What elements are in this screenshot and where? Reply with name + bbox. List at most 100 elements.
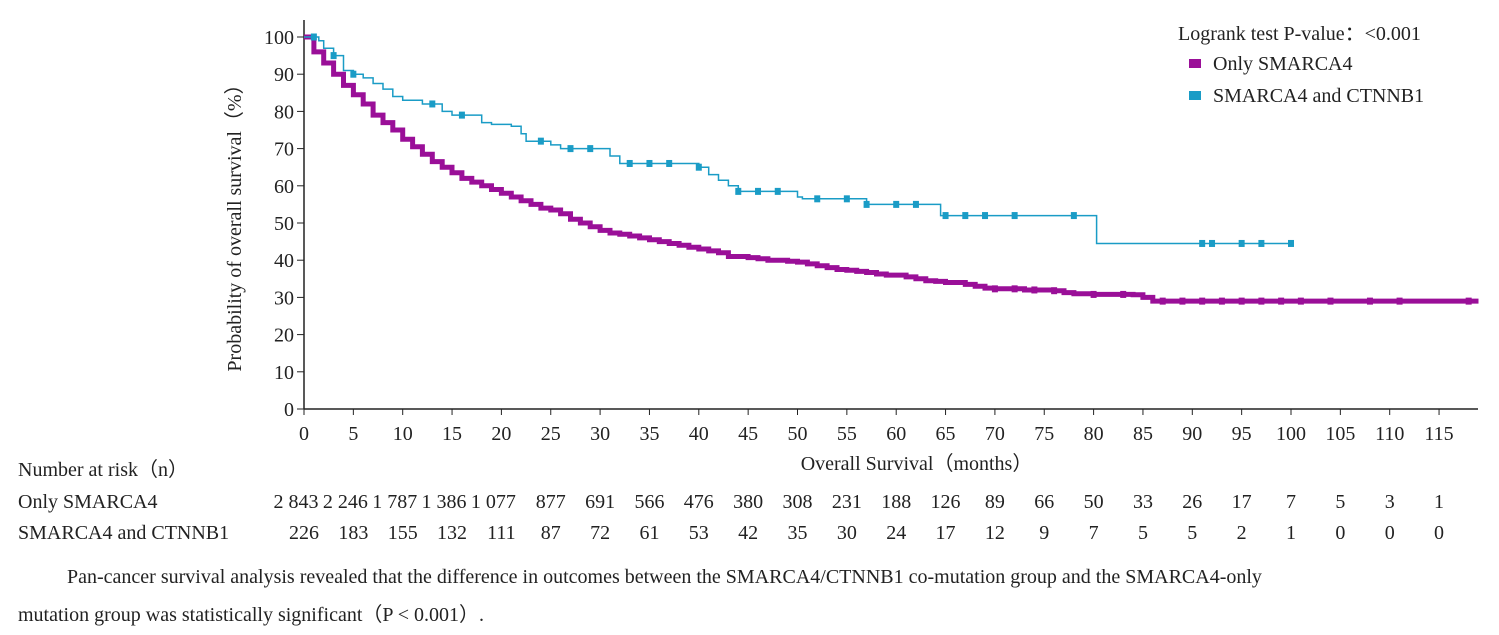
at-risk-value: 2 [1237,522,1247,544]
y-tick-label: 20 [274,325,294,347]
censor-mark [1327,297,1334,305]
censor-mark [1199,239,1206,247]
at-risk-value: 3 [1385,491,1395,513]
x-tick-label: 40 [689,423,709,445]
at-risk-value: 308 [783,491,813,513]
censor-mark [893,200,900,208]
at-risk-value: 155 [388,522,418,544]
at-risk-value: 26 [1182,491,1202,513]
censor-mark [735,187,742,195]
x-tick-label: 45 [738,423,758,445]
censor-mark [912,200,919,208]
censor-mark [587,145,594,153]
at-risk-value: 50 [1084,491,1104,513]
y-axis-label: Probability of overall survival（%） [223,74,246,371]
x-tick-label: 35 [639,423,659,445]
censor-mark [755,187,762,195]
at-risk-value: 380 [733,491,763,513]
censor-mark [1238,239,1245,247]
legend-label: SMARCA4 and CTNNB1 [1213,85,1424,107]
censor-mark [942,212,949,220]
at-risk-value: 0 [1434,522,1444,544]
at-risk-value: 17 [936,522,956,544]
x-tick-label: 60 [886,423,906,445]
at-risk-title: Number at risk（n） [18,458,188,481]
at-risk-row-label: Only SMARCA4 [18,491,157,513]
censor-mark [1199,297,1206,305]
censor-mark [666,159,673,167]
at-risk-value: 1 077 [471,491,516,513]
at-risk-value: 0 [1385,522,1395,544]
x-tick-label: 90 [1182,423,1202,445]
at-risk-value: 1 386 [422,491,467,513]
censor-mark [646,159,653,167]
censor-mark [567,145,574,153]
censor-mark [1179,297,1186,305]
at-risk-value: 126 [931,491,961,513]
censor-mark [1465,297,1472,305]
km-chart: 0 5 10 15 20 25 30 35 40 45 50 55 60 65 70 75 80 85 90 95 10… [18,20,1479,544]
survival-curve-smarca4-ctnnb1 [304,36,1291,245]
at-risk-value: 2 246 [323,491,368,513]
at-risk-value: 1 [1434,491,1444,513]
censor-mark [1396,297,1403,305]
x-tick-label: 100 [1276,423,1306,445]
y-tick-label: 30 [274,287,294,309]
at-risk-row-label: SMARCA4 and CTNNB1 [18,522,229,544]
censor-mark [1366,297,1373,305]
at-risk-value: 5 [1335,491,1345,513]
at-risk-value: 5 [1187,522,1197,544]
censor-mark [843,195,850,203]
y-tick-label: 0 [284,399,294,421]
at-risk-value: 87 [541,522,561,544]
x-tick-label: 85 [1133,423,1153,445]
x-tick-label: 115 [1424,423,1453,445]
at-risk-value: 111 [487,522,516,544]
at-risk-value: 5 [1138,522,1148,544]
censor-mark [458,111,465,119]
caption-line-1: Pan-cancer survival analysis revealed th… [67,566,1262,588]
at-risk-value: 72 [590,522,610,544]
x-tick-label: 20 [491,423,511,445]
x-tick-label: 25 [541,423,561,445]
x-tick-label: 5 [348,423,358,445]
x-tick-label: 10 [393,423,413,445]
x-tick-label: 0 [299,423,309,445]
censor-mark [1051,287,1058,295]
censor-mark [991,285,998,293]
at-risk-value: 0 [1335,522,1345,544]
at-risk-value: 132 [437,522,467,544]
y-tick-label: 10 [274,362,294,384]
at-risk-value: 42 [738,522,758,544]
censor-mark [1031,286,1038,294]
y-tick-label: 60 [274,176,294,198]
censor-mark [1288,239,1294,247]
censor-mark [774,187,781,195]
censor-mark [1011,212,1018,220]
censor-mark [1278,297,1285,305]
censor-mark [814,195,821,203]
at-risk-value: 566 [634,491,664,513]
x-tick-label: 15 [442,423,462,445]
at-risk-value: 188 [881,491,911,513]
censor-mark [1159,297,1166,305]
y-tick-label: 50 [274,213,294,235]
x-tick-label: 80 [1084,423,1104,445]
at-risk-value: 7 [1089,522,1099,544]
censor-mark [350,70,357,78]
at-risk-value: 12 [985,522,1005,544]
censor-mark [1238,297,1245,305]
censor-mark [982,212,989,220]
censor-mark [695,163,702,171]
at-risk-value: 89 [985,491,1005,513]
at-risk-value: 877 [536,491,566,513]
censor-mark [1011,285,1018,293]
at-risk-value: 24 [886,522,906,544]
censor-mark [537,137,544,145]
legend-swatch [1189,91,1201,100]
censor-mark [626,159,633,167]
censor-mark [330,52,337,60]
y-tick-label: 80 [274,101,294,123]
legend-swatch [1189,59,1201,68]
